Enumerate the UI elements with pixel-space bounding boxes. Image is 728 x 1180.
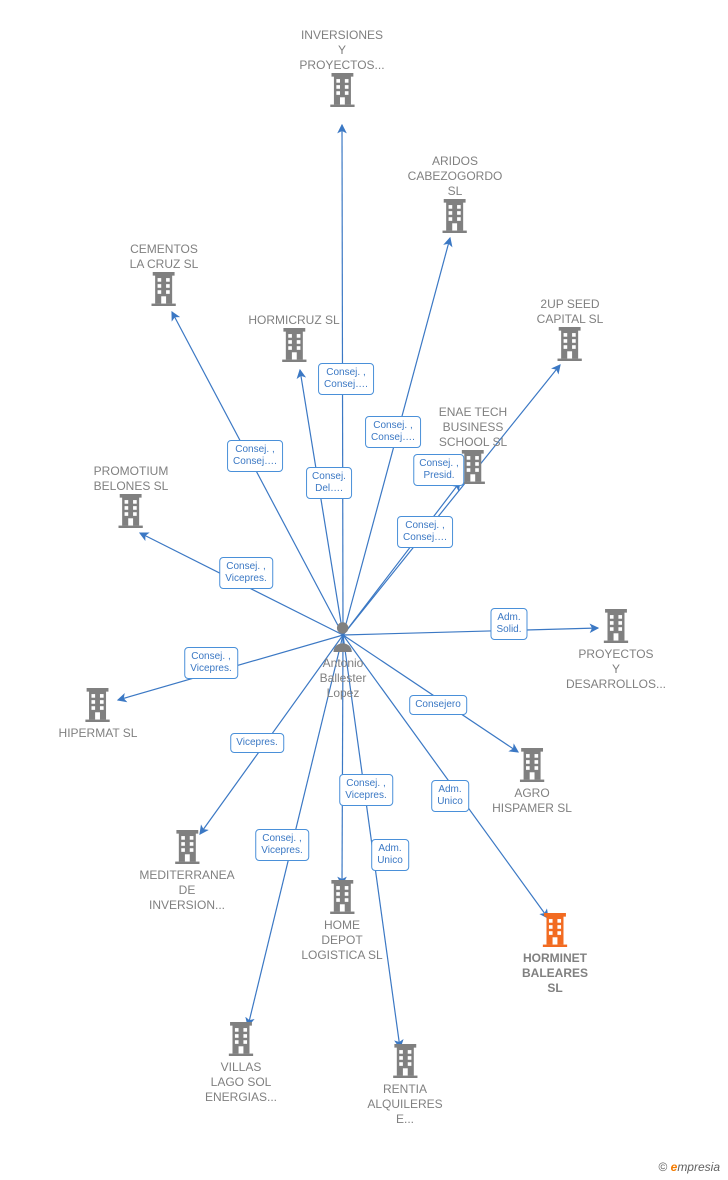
company-label: HORMINET BALEARES SL — [522, 951, 588, 996]
edge-label: Consejero — [409, 695, 467, 715]
edge-line — [300, 370, 343, 635]
building-icon — [522, 913, 588, 947]
footer-credit: © empresia — [658, 1160, 720, 1174]
company-node[interactable]: 2UP SEED CAPITAL SL — [537, 293, 604, 361]
company-node[interactable]: ARIDOS CABEZOGORDO SL — [408, 150, 503, 233]
center-label: Antonio Ballester Lopez — [320, 656, 367, 701]
company-label: ENAE TECH BUSINESS SCHOOL SL — [439, 405, 507, 450]
building-icon — [94, 494, 169, 528]
company-label: MEDITERRANEA DE INVERSION... — [139, 868, 234, 913]
company-node[interactable]: CEMENTOS LA CRUZ SL — [130, 238, 199, 306]
edge-label: Consej. ,Consej…. — [397, 516, 453, 548]
edge-line — [343, 628, 598, 635]
edge-line — [343, 635, 518, 752]
edge-label: Consej. ,Vicepres. — [339, 774, 393, 806]
edge-label: Consej. ,Consej…. — [365, 416, 421, 448]
person-icon — [320, 620, 367, 652]
edge-line — [343, 482, 460, 635]
building-icon — [205, 1022, 277, 1056]
company-label: PROMOTIUM BELONES SL — [94, 464, 169, 494]
company-node[interactable]: INVERSIONES Y PROYECTOS... — [299, 24, 384, 107]
building-icon — [59, 688, 138, 722]
edge-label: Consej. ,Vicepres. — [255, 829, 309, 861]
company-label: 2UP SEED CAPITAL SL — [537, 297, 604, 327]
company-node[interactable]: RENTIA ALQUILERES E... — [367, 1044, 442, 1127]
edge-label: Consej. ,Vicepres. — [184, 647, 238, 679]
brand-rest: mpresia — [677, 1160, 720, 1174]
company-label: INVERSIONES Y PROYECTOS... — [299, 28, 384, 73]
company-label: AGRO HISPAMER SL — [492, 786, 572, 816]
building-icon — [299, 73, 384, 107]
company-node[interactable]: HIPERMAT SL — [59, 688, 138, 741]
company-label: HIPERMAT SL — [59, 726, 138, 741]
edge-label: Adm.Unico — [431, 780, 469, 812]
company-node[interactable]: PROMOTIUM BELONES SL — [94, 460, 169, 528]
edge-label: Adm.Solid. — [490, 608, 527, 640]
edge-label: Consej. ,Presid. — [413, 454, 464, 486]
edge-label: Consej. ,Consej…. — [227, 440, 283, 472]
building-icon — [301, 880, 382, 914]
company-node[interactable]: MEDITERRANEA DE INVERSION... — [139, 830, 234, 913]
diagram-canvas: Antonio Ballester Lopez INVERSIONES Y PRO… — [0, 0, 728, 1180]
edge-label: Vicepres. — [230, 733, 284, 753]
edges-svg — [0, 0, 728, 1180]
company-node[interactable]: HOME DEPOT LOGISTICA SL — [301, 880, 382, 963]
company-label: HORMICRUZ SL — [248, 313, 339, 328]
edge-label: Consej.Del…. — [306, 467, 352, 499]
building-icon — [537, 327, 604, 361]
company-node[interactable]: PROYECTOS Y DESARROLLOS... — [566, 609, 666, 692]
building-icon — [367, 1044, 442, 1078]
company-node[interactable]: HORMICRUZ SL — [248, 309, 339, 362]
company-label: RENTIA ALQUILERES E... — [367, 1082, 442, 1127]
building-icon — [130, 272, 199, 306]
company-label: HOME DEPOT LOGISTICA SL — [301, 918, 382, 963]
edge-label: Consej. ,Consej…. — [318, 363, 374, 395]
company-label: VILLAS LAGO SOL ENERGIAS... — [205, 1060, 277, 1105]
edge-label: Adm.Unico — [371, 839, 409, 871]
company-node[interactable]: AGRO HISPAMER SL — [492, 748, 572, 816]
copyright-symbol: © — [658, 1160, 667, 1174]
building-icon — [408, 199, 503, 233]
company-node[interactable]: HORMINET BALEARES SL — [522, 913, 588, 996]
building-icon — [139, 830, 234, 864]
building-icon — [566, 609, 666, 643]
center-person-node[interactable]: Antonio Ballester Lopez — [320, 620, 367, 701]
company-label: CEMENTOS LA CRUZ SL — [130, 242, 199, 272]
company-node[interactable]: VILLAS LAGO SOL ENERGIAS... — [205, 1022, 277, 1105]
edge-label: Consej. ,Vicepres. — [219, 557, 273, 589]
building-icon — [248, 328, 339, 362]
company-label: ARIDOS CABEZOGORDO SL — [408, 154, 503, 199]
building-icon — [492, 748, 572, 782]
company-label: PROYECTOS Y DESARROLLOS... — [566, 647, 666, 692]
